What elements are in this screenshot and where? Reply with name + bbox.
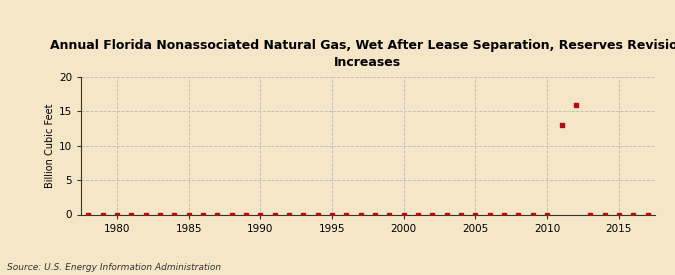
Title: Annual Florida Nonassociated Natural Gas, Wet After Lease Separation, Reserves R: Annual Florida Nonassociated Natural Gas… bbox=[50, 39, 675, 69]
Text: Source: U.S. Energy Information Administration: Source: U.S. Energy Information Administ… bbox=[7, 263, 221, 272]
Y-axis label: Billion Cubic Feet: Billion Cubic Feet bbox=[45, 103, 55, 188]
